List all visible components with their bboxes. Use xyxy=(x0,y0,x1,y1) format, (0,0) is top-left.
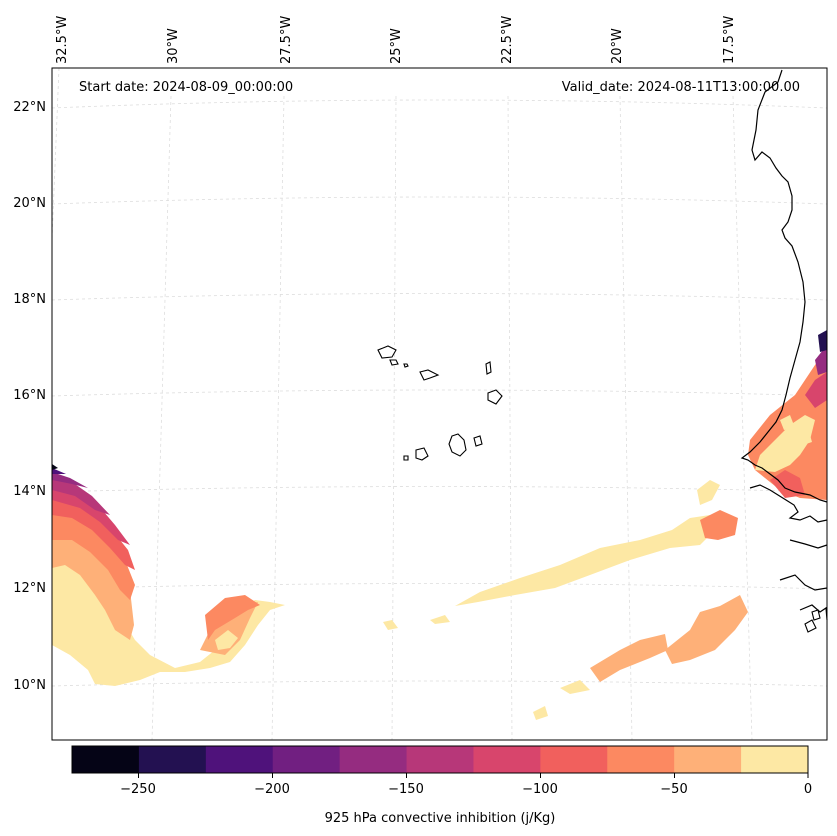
colorbar-segment xyxy=(339,746,408,773)
colorbar-segment xyxy=(540,746,608,773)
lon-label: 27.5°W xyxy=(279,16,294,64)
lat-label: 14°N xyxy=(13,484,46,499)
valid-date-label: Valid_date: 2024-08-11T13:00:00.00 xyxy=(562,80,800,95)
map-gridlines xyxy=(51,67,828,741)
colorbar-segment xyxy=(741,746,809,773)
lon-label: 25°W xyxy=(389,28,404,64)
colorbar-segment xyxy=(205,746,274,773)
lat-label: 16°N xyxy=(13,388,46,403)
colorbar-segment xyxy=(406,746,474,773)
colorbar-segment xyxy=(473,746,541,773)
lon-label: 17.5°W xyxy=(722,16,737,64)
cin-field-central-core xyxy=(590,510,748,682)
cin-field-east xyxy=(748,330,827,500)
colorbar-tick-label: −200 xyxy=(254,782,290,797)
colorbar-tick-label: −250 xyxy=(120,782,156,797)
colorbar-tick-label: −150 xyxy=(388,782,424,797)
colorbar-label: 925 hPa convective inhibition (j/Kg) xyxy=(325,811,556,826)
colorbar-segment xyxy=(674,746,742,773)
colorbar-segment xyxy=(607,746,675,773)
lat-label: 12°N xyxy=(13,581,46,596)
colorbar-tick-label: −100 xyxy=(522,782,558,797)
lon-label: 32.5°W xyxy=(55,16,70,64)
start-date-label: Start date: 2024-08-09_00:00:00 xyxy=(79,80,293,95)
colorbar-segment xyxy=(72,746,140,773)
cape-verde-islands xyxy=(377,345,821,633)
lat-label: 20°N xyxy=(13,196,46,211)
colorbar-segment xyxy=(272,746,341,773)
lat-label: 22°N xyxy=(13,100,46,115)
map-frame xyxy=(51,67,828,741)
colorbar-frame xyxy=(71,745,809,774)
cin-field-west xyxy=(52,464,285,686)
colorbar-segments xyxy=(72,746,809,773)
colorbar-tick-label: 0 xyxy=(804,782,812,797)
lat-label: 18°N xyxy=(13,292,46,307)
coastlines xyxy=(740,69,828,621)
lon-label: 30°W xyxy=(166,28,181,64)
latitude-labels: 22°N 20°N 18°N 16°N 14°N 12°N 10°N xyxy=(13,100,46,693)
colorbar-tick-label: −50 xyxy=(660,782,687,797)
cin-field-central xyxy=(383,480,720,720)
lon-label: 20°W xyxy=(610,28,625,64)
colorbar: −250 −200 −150 −100 −50 0 925 hPa convec… xyxy=(71,745,812,826)
lat-label: 10°N xyxy=(13,678,46,693)
lon-label: 22.5°W xyxy=(500,16,515,64)
colorbar-ticks xyxy=(138,773,809,778)
colorbar-segment xyxy=(138,746,207,773)
longitude-labels: 32.5°W 30°W 27.5°W 25°W 22.5°W 20°W 17.5… xyxy=(55,16,737,64)
